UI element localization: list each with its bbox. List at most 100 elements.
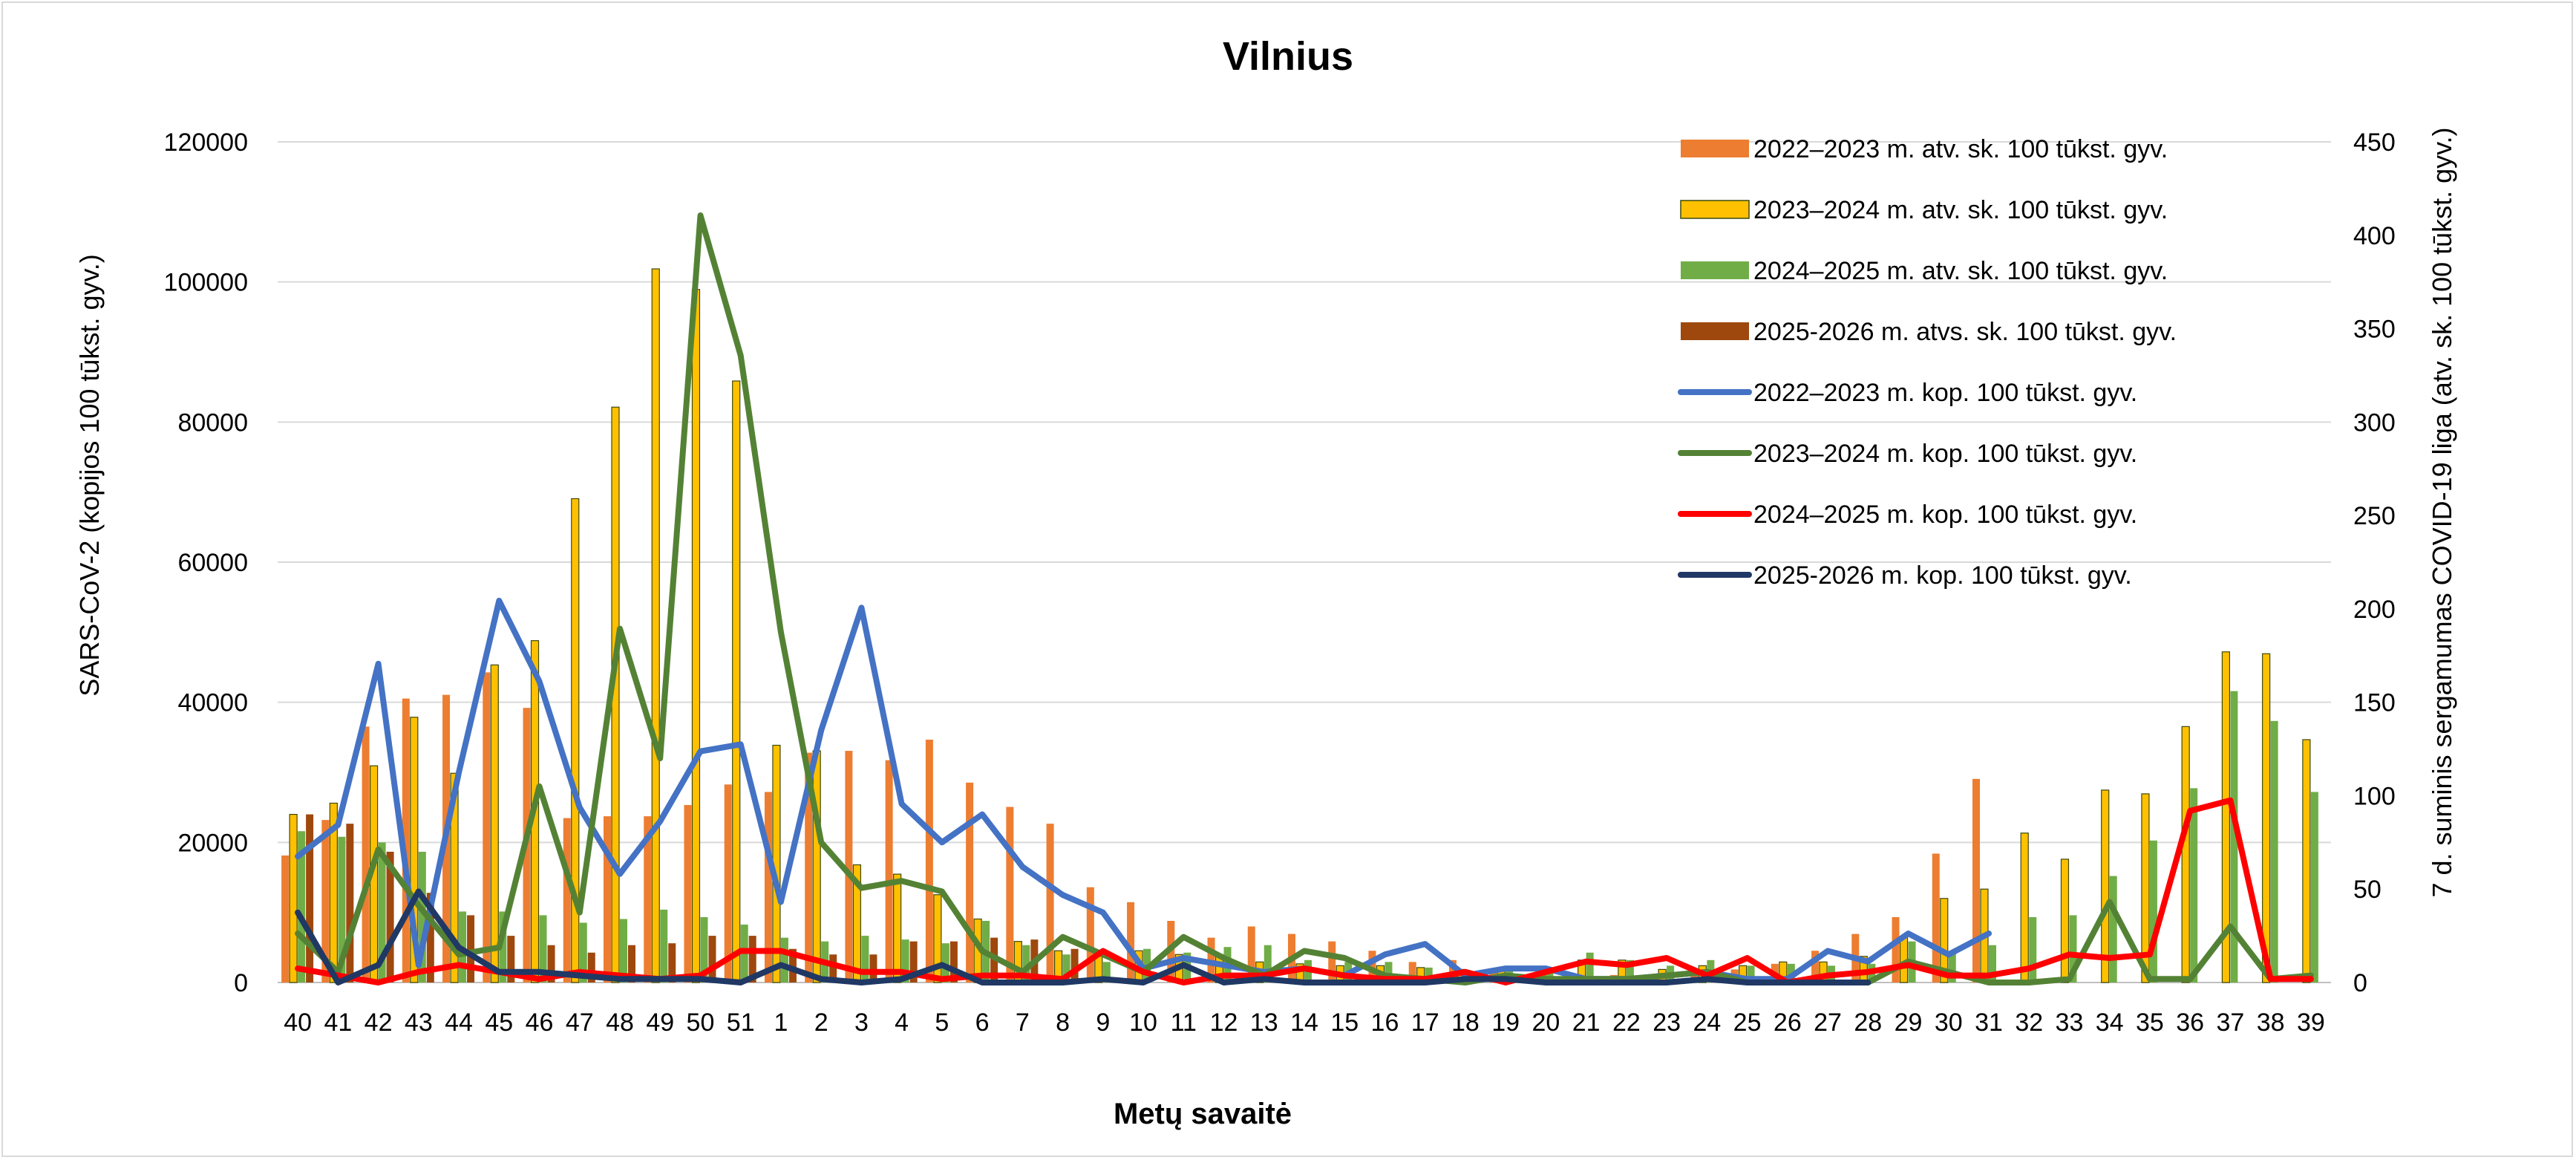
x-tick-label: 46 [526, 1009, 554, 1037]
legend-label: 2025-2026 m. kop. 100 tūkst. gyv. [1753, 561, 2132, 590]
x-tick-label: 7 [1016, 1009, 1030, 1037]
bar [1940, 898, 1949, 983]
x-tick-label: 14 [1290, 1009, 1318, 1037]
bar [1626, 959, 1634, 983]
chart-title: Vilnius [1223, 34, 1353, 79]
legend-swatch [1681, 261, 1749, 279]
x-tick-label: 27 [1814, 1009, 1842, 1037]
x-tick-label: 50 [687, 1009, 715, 1037]
bar [2262, 653, 2271, 983]
x-tick-label: 23 [1653, 1009, 1681, 1037]
bar [1102, 962, 1111, 983]
x-tick-label: 39 [2297, 1009, 2325, 1037]
bar [780, 937, 788, 983]
y-left-axis-label: SARS-CoV-2 (kopijos 100 tūkst. gyv.) [74, 254, 105, 697]
series-line [295, 212, 2314, 985]
series-line [295, 888, 1871, 985]
y-right-tick-label: 50 [2353, 876, 2382, 904]
bar [1989, 945, 1996, 983]
y-right-tick-label: 400 [2353, 222, 2396, 250]
y-right-tick-label: 350 [2353, 316, 2396, 344]
x-tick-label: 20 [1531, 1009, 1560, 1037]
bar [869, 954, 877, 983]
bar [571, 498, 580, 983]
bar [2109, 876, 2117, 983]
x-tick-label: 47 [566, 1009, 594, 1037]
legend-label: 2024–2025 m. kop. 100 tūkst. gyv. [1753, 501, 2137, 529]
bar [2060, 858, 2070, 983]
bar [507, 936, 515, 983]
x-ticks: 40 41 42 43 44 45 46 47 48 49 50 51 1 2 3 4 5 6 7 8 9 10 11 12 1… [284, 1009, 2325, 1037]
bar [2181, 726, 2190, 983]
bar [1022, 945, 1030, 983]
bar [2141, 793, 2150, 983]
bar [1408, 962, 1416, 983]
bar [483, 672, 491, 983]
legend-swatch [1681, 140, 1749, 157]
x-tick-label: 9 [1096, 1009, 1110, 1037]
y-right-tick-label: 450 [2353, 128, 2396, 157]
x-tick-label: 8 [1056, 1009, 1070, 1037]
bar [966, 782, 974, 983]
x-tick-label: 19 [1491, 1009, 1520, 1037]
x-tick-label: 5 [935, 1009, 949, 1037]
bar [909, 941, 918, 983]
y-left-tick-label: 80000 [177, 408, 248, 437]
bar [1811, 951, 1820, 983]
legend-label: 2022–2023 m. kop. 100 tūkst. gyv. [1753, 379, 2137, 407]
bar [1932, 853, 1940, 983]
x-tick-label: 42 [365, 1009, 393, 1037]
x-tick-label: 33 [2056, 1009, 2084, 1037]
x-tick-label: 3 [854, 1009, 869, 1037]
x-tick-label: 17 [1411, 1009, 1439, 1037]
bar [539, 915, 547, 983]
bar [764, 792, 772, 983]
y-left-tick-label: 120000 [164, 128, 248, 157]
x-tick-label: 22 [1612, 1009, 1641, 1037]
x-tick-label: 16 [1371, 1009, 1399, 1037]
bar [2101, 789, 2110, 983]
legend-label: 2023–2024 m. kop. 100 tūkst. gyv. [1753, 440, 2137, 468]
bar [338, 836, 346, 983]
bar [2310, 792, 2318, 983]
bar [362, 726, 370, 983]
y-right-tick-label: 150 [2353, 689, 2396, 717]
bar [402, 698, 410, 983]
x-tick-label: 34 [2096, 1009, 2124, 1037]
bar [700, 916, 708, 983]
lines [295, 212, 2314, 985]
x-tick-label: 21 [1572, 1009, 1601, 1037]
bar [2230, 691, 2238, 983]
bar [620, 919, 627, 983]
bar [418, 851, 426, 983]
bar [941, 943, 949, 983]
bar [329, 802, 338, 983]
bar [805, 752, 813, 983]
y-left-tick-label: 60000 [177, 549, 248, 577]
y-right-axis-label: 7 d. suminis sergamumas COVID-19 liga (a… [2427, 127, 2457, 897]
bar [2302, 739, 2311, 983]
bar [893, 873, 902, 983]
bar [1892, 916, 1900, 983]
y-left-ticks: 0 20000 40000 60000 80000 100000 120000 [164, 128, 248, 997]
bar [1062, 954, 1070, 983]
x-tick-label: 26 [1774, 1009, 1802, 1037]
bar [2029, 916, 2037, 983]
bar [1972, 778, 1980, 983]
x-tick-label: 13 [1250, 1009, 1278, 1037]
x-tick-label: 4 [895, 1009, 909, 1037]
bar [925, 739, 933, 983]
bar [861, 936, 869, 983]
bar [2149, 840, 2157, 983]
bar [885, 760, 893, 983]
x-tick-label: 30 [1935, 1009, 1963, 1037]
bar [708, 936, 716, 983]
x-tick-label: 11 [1171, 1009, 1197, 1037]
bar [386, 851, 394, 983]
x-tick-label: 41 [324, 1009, 352, 1037]
bar [604, 816, 611, 983]
bar [845, 751, 853, 983]
bar [1046, 824, 1054, 983]
